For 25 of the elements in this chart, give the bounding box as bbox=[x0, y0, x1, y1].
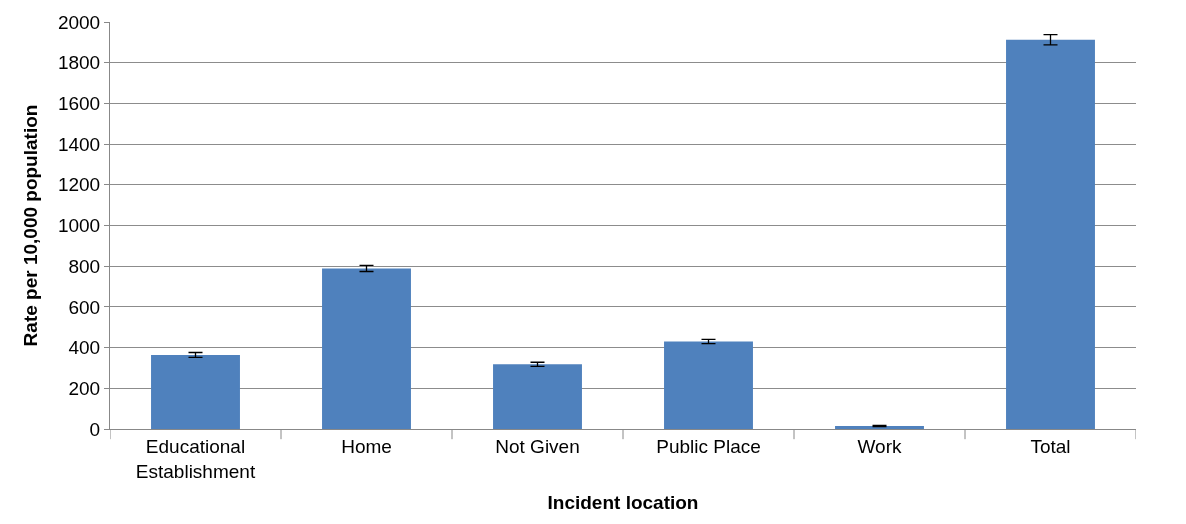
bar bbox=[1006, 39, 1095, 429]
bar bbox=[493, 364, 582, 429]
y-tick-label: 600 bbox=[68, 296, 101, 318]
y-tick-label: 1800 bbox=[57, 52, 101, 74]
y-tick-label: 0 bbox=[89, 418, 101, 440]
bar bbox=[151, 354, 240, 429]
y-tick-label: 1600 bbox=[57, 93, 101, 115]
bar bbox=[664, 341, 753, 429]
x-tick-label: Educational Establishment bbox=[135, 435, 256, 482]
y-tick-label: 400 bbox=[68, 337, 101, 359]
y-tick-label: 1200 bbox=[57, 174, 101, 196]
x-tick-label: Home bbox=[341, 435, 392, 457]
bar bbox=[322, 268, 411, 429]
y-tick-label: 800 bbox=[68, 255, 101, 277]
y-tick-label: 1400 bbox=[57, 133, 101, 155]
y-axis-title: Rate per 10,000 population bbox=[19, 104, 41, 347]
y-tick-label: 200 bbox=[68, 377, 101, 399]
x-tick-label: Not Given bbox=[495, 435, 580, 457]
y-tick-label: 1000 bbox=[57, 215, 101, 237]
y-tick-label: 2000 bbox=[57, 11, 101, 33]
x-tick-label: Total bbox=[1030, 435, 1071, 457]
x-axis-title: Incident location bbox=[547, 492, 699, 514]
bar bbox=[835, 425, 924, 429]
x-tick-label: Work bbox=[857, 435, 902, 457]
x-tick-label: Public Place bbox=[656, 435, 761, 457]
